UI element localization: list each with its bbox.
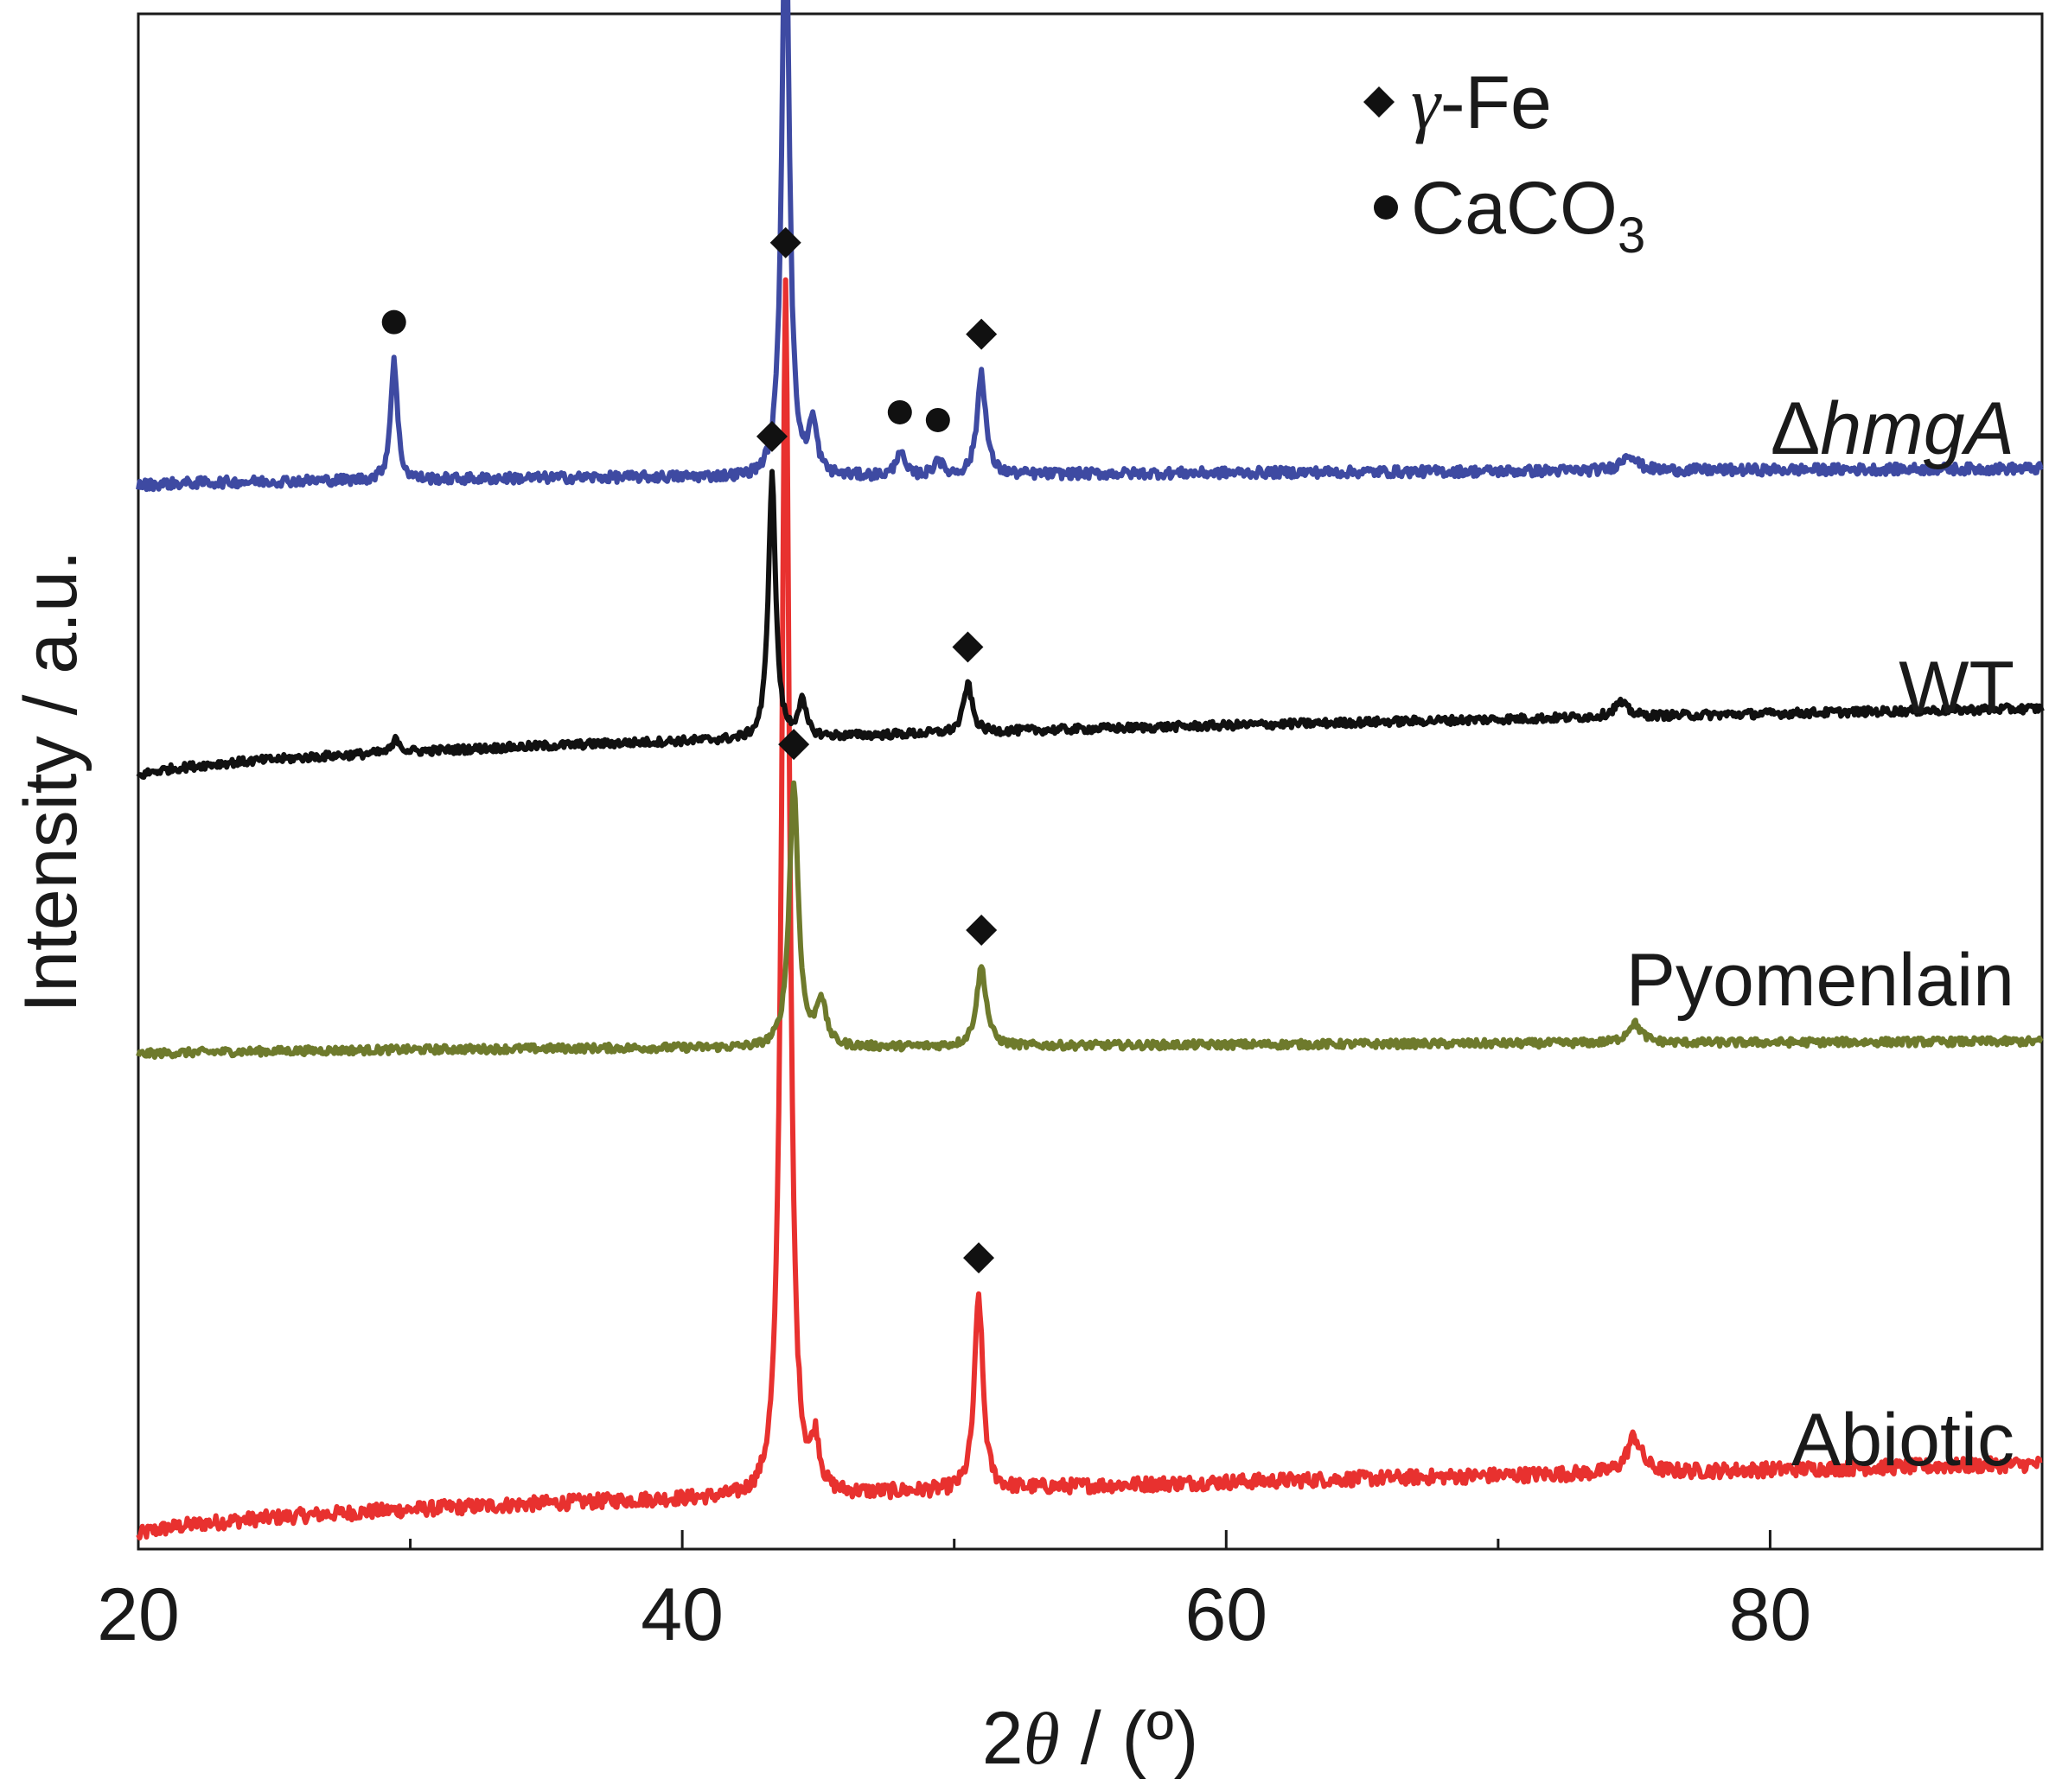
series-line-1	[136, 780, 2044, 1060]
series-label-1: Pyomenlain	[1626, 939, 2014, 1022]
gamma-fe-marker	[778, 729, 810, 761]
series-label-2: WT	[1899, 647, 2014, 730]
x-axis-title: 2θ / (º)	[982, 1697, 1198, 1780]
series-line-3	[136, 0, 2044, 493]
series-label-italic: hmgA	[1820, 387, 2014, 470]
x-tick-label: 80	[1729, 1573, 1812, 1656]
series-label-0: Abiotic	[1791, 1399, 2014, 1482]
gamma-fe-marker	[963, 1242, 995, 1274]
caco3-marker	[381, 309, 406, 335]
x-tick-label: 60	[1184, 1573, 1267, 1656]
legend-circle-icon	[1374, 195, 1398, 220]
x-axis-title-symbol: θ	[1024, 1697, 1060, 1780]
x-tick-label: 40	[641, 1573, 724, 1656]
gamma-fe-marker	[966, 914, 998, 946]
series-label-3: ΔhmgA	[1771, 387, 2014, 470]
caco3-marker	[925, 407, 950, 432]
legend-diamond-icon	[1363, 86, 1395, 118]
gamma-fe-marker	[769, 226, 801, 258]
series-label-prefix: Δ	[1771, 387, 1820, 470]
y-axis-title: Intensity / a.u.	[10, 550, 93, 1012]
plot-frame	[137, 12, 2044, 1551]
legend-gamma-fe: γ-Fe	[1411, 61, 1552, 144]
gamma-fe-marker	[756, 420, 788, 452]
gamma-fe-marker	[952, 631, 984, 663]
legend-caco3: CaCO3	[1411, 167, 1645, 264]
x-axis-title-prefix: 2	[982, 1697, 1024, 1780]
x-axis-title-suffix: / (º)	[1060, 1697, 1198, 1780]
gamma-fe-marker	[966, 318, 998, 350]
series-line-2	[136, 469, 2045, 781]
series-line-0	[136, 277, 2044, 1540]
x-tick-label: 20	[97, 1573, 180, 1656]
caco3-marker	[887, 399, 912, 424]
